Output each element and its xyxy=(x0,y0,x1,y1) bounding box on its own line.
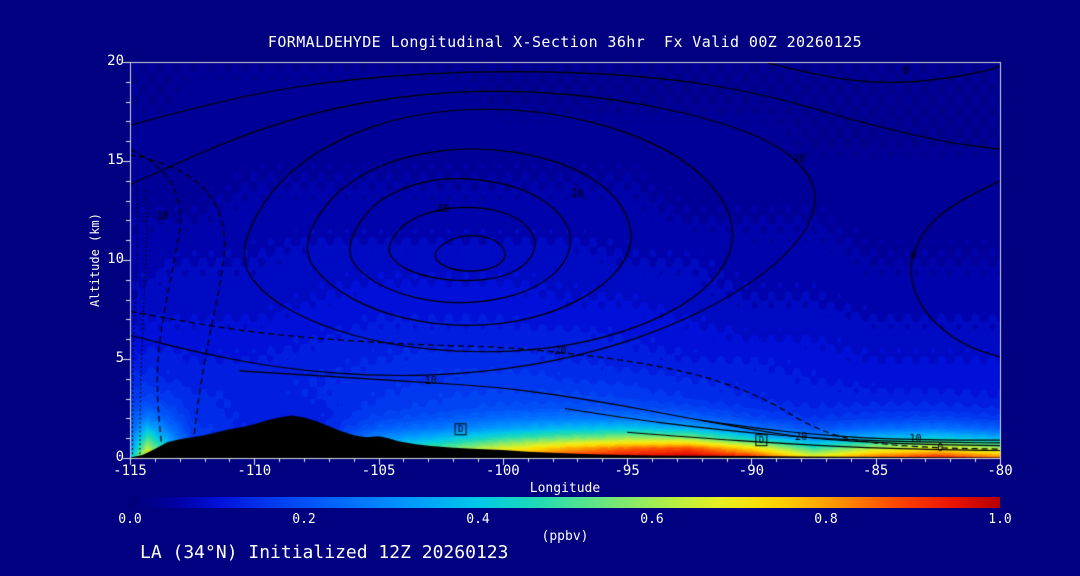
colorbar-tick-label: 0.0 xyxy=(118,512,142,527)
y-tick-label: 15 xyxy=(107,152,124,168)
colorbar-tick-label: 0.8 xyxy=(814,512,838,527)
y-tick-label: 5 xyxy=(115,350,124,366)
y-tick-label: 20 xyxy=(107,53,124,69)
colorbar-tick-label: 1.0 xyxy=(988,512,1012,527)
x-tick-label: -90 xyxy=(738,463,765,479)
x-tick-label: -80 xyxy=(987,463,1013,479)
init-annotation: LA (34°N) Initialized 12Z 20260123 xyxy=(140,542,509,563)
colorbar-tick-label: 0.6 xyxy=(640,512,664,527)
y-tick-label: 0 xyxy=(115,449,124,465)
chart-title: FORMALDEHYDE Longitudinal X-Section 36hr… xyxy=(267,33,863,51)
x-tick-label: -110 xyxy=(237,463,272,479)
x-tick-label: -100 xyxy=(485,463,520,479)
x-tick-label: -105 xyxy=(361,463,396,479)
y-tick-label: 10 xyxy=(107,251,124,267)
x-tick-label: -95 xyxy=(614,463,640,479)
x-axis-label: Longitude xyxy=(529,481,601,496)
colorbar-units-label: (ppbv) xyxy=(541,529,589,544)
colorbar-tick-label: 0.2 xyxy=(292,512,316,527)
colorbar-tick-label: 0.4 xyxy=(466,512,490,527)
x-tick-label: -85 xyxy=(863,463,889,479)
colorbar xyxy=(130,497,1000,508)
x-tick-label: -115 xyxy=(113,463,147,479)
